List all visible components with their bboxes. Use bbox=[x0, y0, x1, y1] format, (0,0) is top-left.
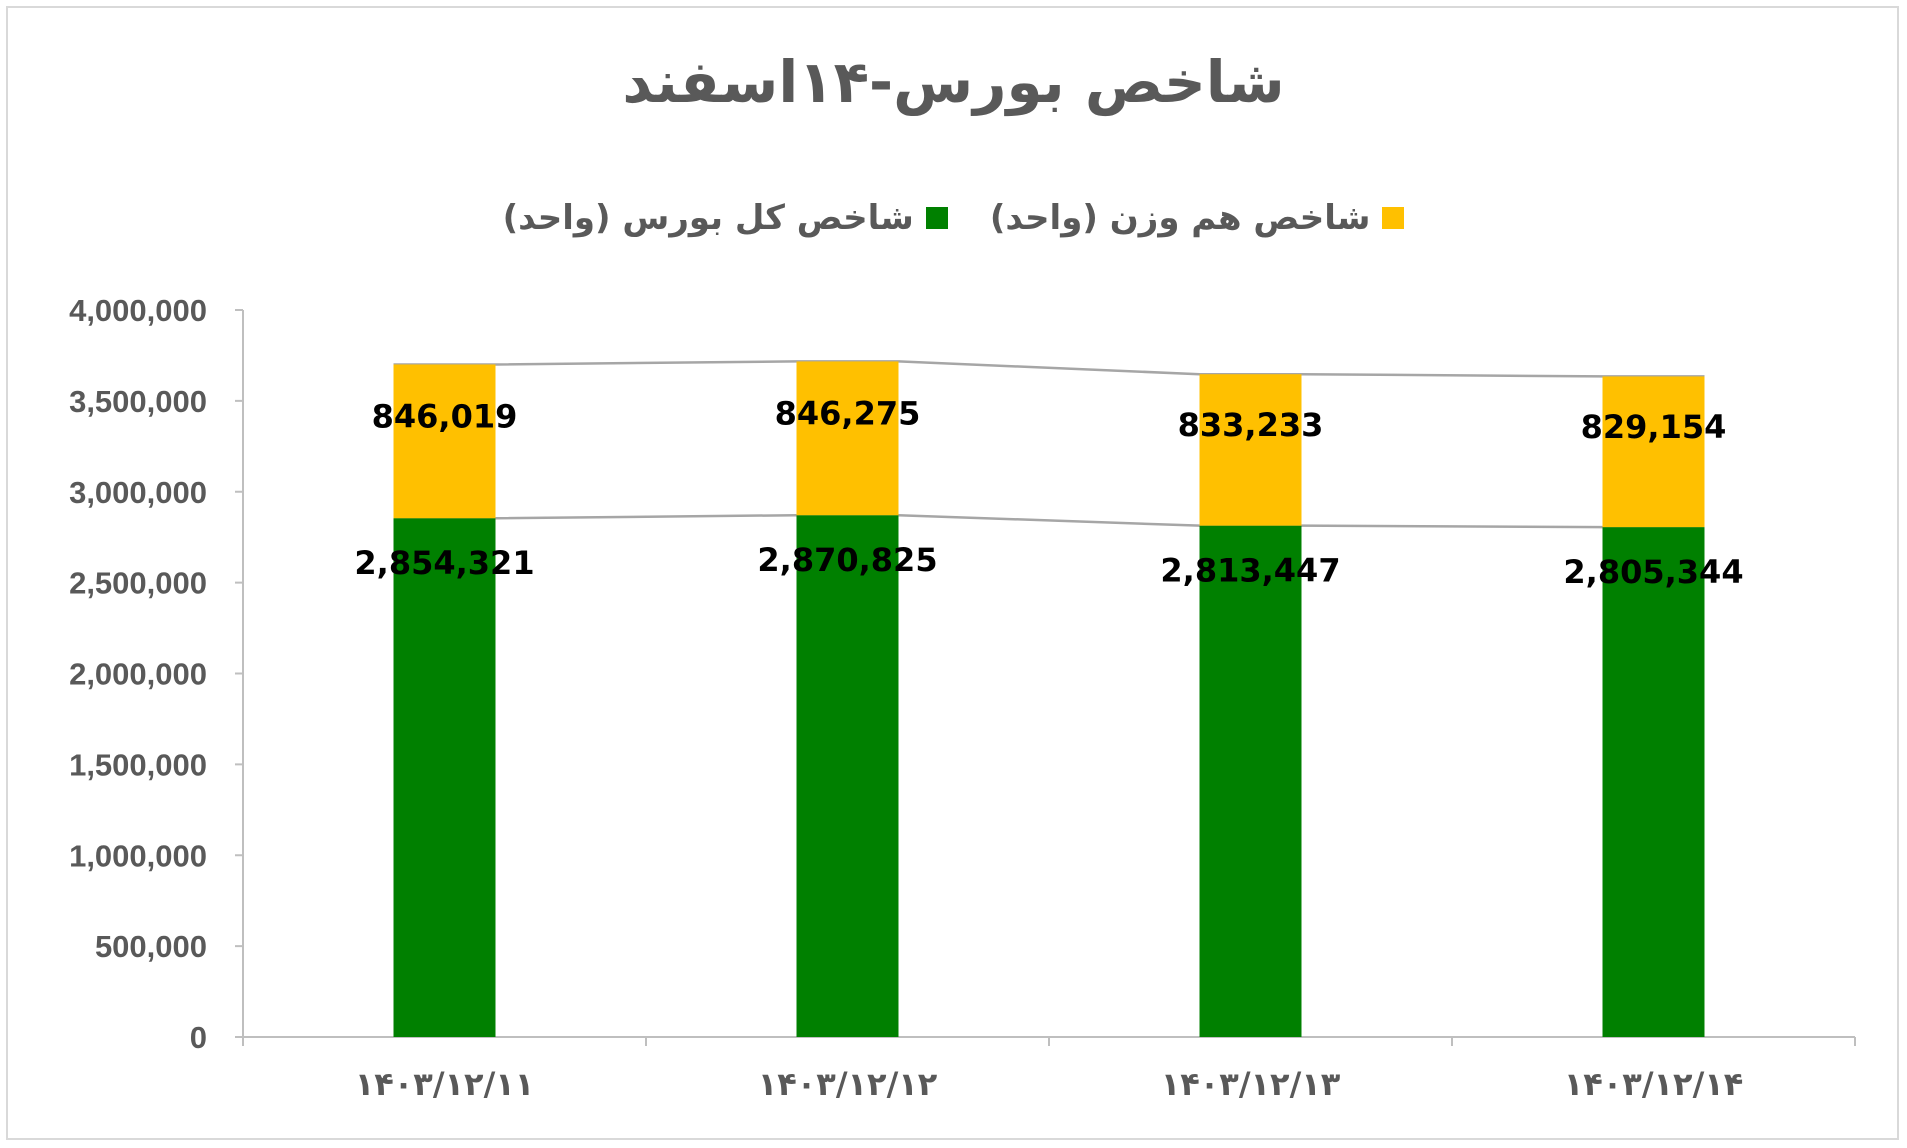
chart-frame bbox=[6, 6, 1899, 1140]
y-tick-label: 500,000 bbox=[95, 929, 207, 964]
bar-series-1 bbox=[1602, 376, 1705, 528]
y-tick-label: 3,000,000 bbox=[69, 475, 207, 510]
x-tick-label: ۱۴۰۳/۱۲/۱۳ bbox=[1161, 1065, 1341, 1103]
legend-label-series-1: شاخص هم وزن (واحد) bbox=[989, 198, 1371, 238]
y-tick-label: 4,000,000 bbox=[69, 293, 207, 328]
y-tick-label: 1,500,000 bbox=[69, 747, 207, 782]
data-label-series-0: 2,854,321 bbox=[354, 544, 534, 582]
x-tick-label: ۱۴۰۳/۱۲/۱۲ bbox=[758, 1065, 938, 1103]
y-tick-label: 3,500,000 bbox=[69, 384, 207, 419]
series-line-1 bbox=[393, 360, 1705, 378]
bar-series-0 bbox=[1602, 527, 1705, 1037]
bar-series-0 bbox=[796, 515, 899, 1037]
series-line-0 bbox=[393, 513, 1705, 529]
legend-item-series-0: شاخص کل بورس (واحد) bbox=[503, 198, 948, 238]
legend-swatch-series-1 bbox=[1382, 207, 1405, 229]
bar-series-0 bbox=[1199, 525, 1302, 1037]
legend-label-series-0: شاخص کل بورس (واحد) bbox=[502, 198, 914, 238]
bar-series-1 bbox=[796, 361, 899, 516]
data-label-series-0: 2,813,447 bbox=[1160, 552, 1340, 590]
y-tick-label: 1,000,000 bbox=[69, 838, 207, 873]
x-tick-label: ۱۴۰۳/۱۲/۱۴ bbox=[1564, 1065, 1744, 1103]
y-tick-label: 0 bbox=[190, 1020, 207, 1055]
legend-swatch-series-0 bbox=[925, 207, 948, 229]
data-label-series-1: 833,233 bbox=[1178, 406, 1324, 444]
data-label-series-0: 2,870,825 bbox=[757, 541, 937, 579]
bar-series-1 bbox=[1199, 374, 1302, 526]
legend: شاخص هم وزن (واحد) شاخص کل بورس (واحد) bbox=[0, 198, 1907, 238]
data-label-series-1: 846,275 bbox=[775, 394, 921, 432]
chart-title: شاخص بورس-۱۴اسفند bbox=[622, 48, 1285, 116]
y-tick-label: 2,500,000 bbox=[69, 566, 207, 601]
data-label-series-1: 829,154 bbox=[1581, 408, 1727, 446]
data-label-series-1: 846,019 bbox=[372, 397, 518, 435]
y-tick-label: 2,000,000 bbox=[69, 657, 207, 692]
x-tick-label: ۱۴۰۳/۱۲/۱۱ bbox=[355, 1065, 535, 1103]
bar-series-1 bbox=[393, 364, 496, 519]
data-label-series-0: 2,805,344 bbox=[1563, 553, 1743, 591]
bar-series-0 bbox=[393, 518, 496, 1037]
legend-item-series-1: شاخص هم وزن (واحد) bbox=[990, 198, 1405, 238]
